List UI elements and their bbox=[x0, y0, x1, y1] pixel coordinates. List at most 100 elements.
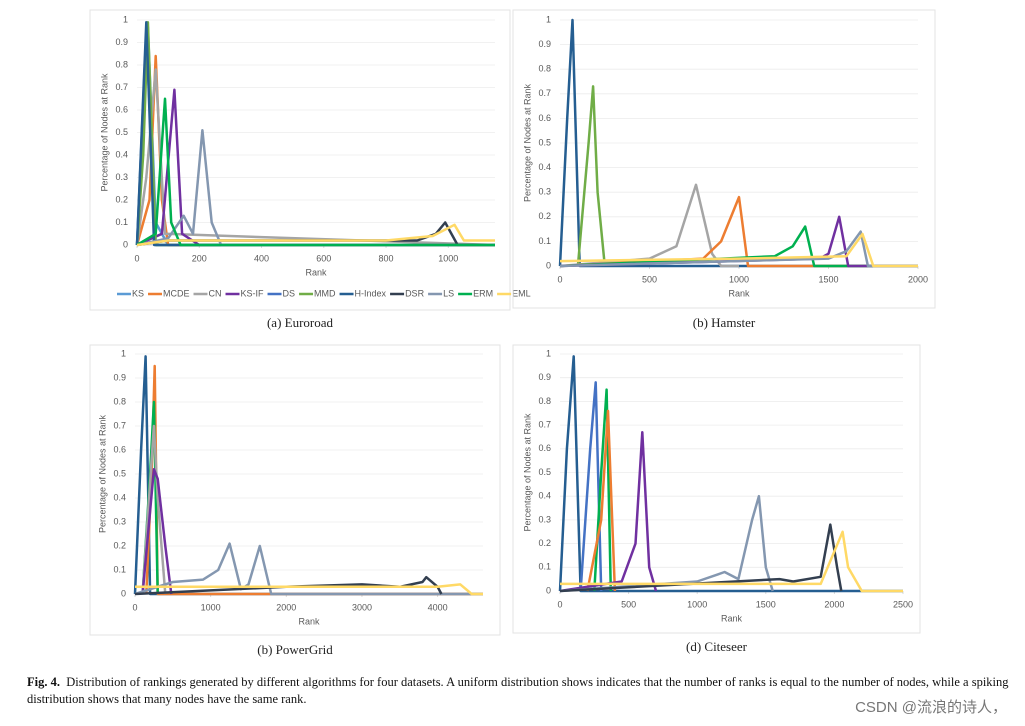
legend-label: KS-IF bbox=[241, 288, 265, 298]
y-tick-label: 0.7 bbox=[538, 419, 551, 429]
x-tick-label: 800 bbox=[379, 253, 394, 263]
legend-label: KS bbox=[132, 288, 144, 298]
legend-label: DS bbox=[283, 288, 296, 298]
series-line bbox=[558, 355, 903, 593]
panel-caption: (d) Citeseer bbox=[686, 639, 748, 654]
y-tick-label: 0.5 bbox=[113, 468, 126, 478]
y-tick-label: 0.8 bbox=[113, 396, 126, 406]
x-tick-label: 1000 bbox=[438, 253, 458, 263]
y-tick-label: 0.3 bbox=[538, 187, 551, 197]
x-tick-label: 600 bbox=[316, 253, 331, 263]
y-axis-label: Percentage of Nodes at Rank bbox=[522, 83, 532, 202]
x-axis-label: Rank bbox=[728, 288, 750, 298]
y-tick-label: 1 bbox=[546, 348, 551, 358]
y-tick-label: 0.8 bbox=[538, 64, 551, 74]
y-tick-label: 0.2 bbox=[113, 540, 126, 550]
series-line bbox=[135, 25, 495, 247]
y-tick-label: 0 bbox=[546, 260, 551, 270]
series-line bbox=[559, 232, 918, 268]
panel-frame bbox=[512, 344, 921, 634]
figure-caption-block: Fig. 4. Distribution of rankings generat… bbox=[27, 674, 1012, 708]
y-tick-label: 0.8 bbox=[538, 396, 551, 406]
y-tick-label: 0.1 bbox=[115, 217, 128, 227]
y-tick-label: 0.2 bbox=[538, 538, 551, 548]
x-tick-label: 4000 bbox=[428, 602, 448, 612]
panel-caption: (a) Euroroad bbox=[267, 315, 334, 330]
series-line bbox=[134, 542, 483, 596]
y-tick-label: 0.6 bbox=[538, 113, 551, 123]
series-line bbox=[586, 409, 617, 592]
y-tick-label: 0.1 bbox=[113, 564, 126, 574]
legend-label: DSR bbox=[405, 288, 425, 298]
series-line bbox=[133, 355, 483, 596]
x-tick-label: 500 bbox=[642, 274, 657, 284]
x-tick-label: 200 bbox=[192, 253, 207, 263]
x-tick-label: 0 bbox=[132, 602, 137, 612]
series-line bbox=[135, 54, 495, 247]
series-line bbox=[579, 381, 603, 592]
x-tick-label: 0 bbox=[557, 274, 562, 284]
legend-label: ERM bbox=[473, 288, 493, 298]
x-tick-label: 2500 bbox=[893, 599, 913, 609]
y-tick-label: 1 bbox=[123, 14, 128, 24]
y-tick-label: 0.8 bbox=[115, 59, 128, 69]
figure-label: Fig. 4. bbox=[27, 675, 60, 689]
y-axis-label: Percentage of Nodes at Rank bbox=[97, 414, 107, 533]
series-line bbox=[135, 21, 495, 247]
series-line bbox=[141, 467, 173, 595]
x-tick-label: 2000 bbox=[824, 599, 844, 609]
series-line bbox=[559, 183, 739, 268]
y-tick-label: 0.1 bbox=[538, 236, 551, 246]
y-tick-label: 0.6 bbox=[538, 443, 551, 453]
legend-label: CN bbox=[209, 288, 222, 298]
y-axis-label: Percentage of Nodes at Rank bbox=[522, 413, 532, 532]
y-tick-label: 0.9 bbox=[115, 37, 128, 47]
legend-label: MCDE bbox=[163, 288, 190, 298]
x-tick-label: 0 bbox=[557, 599, 562, 609]
panel-caption: (b) PowerGrid bbox=[257, 642, 333, 657]
legend-label: LS bbox=[443, 288, 454, 298]
x-tick-label: 1000 bbox=[687, 599, 707, 609]
y-tick-label: 1 bbox=[121, 348, 126, 358]
y-tick-label: 0.5 bbox=[538, 467, 551, 477]
y-tick-label: 0.2 bbox=[538, 211, 551, 221]
y-tick-label: 0.3 bbox=[113, 516, 126, 526]
x-tick-label: 2000 bbox=[908, 274, 928, 284]
y-tick-label: 0.9 bbox=[538, 39, 551, 49]
y-tick-label: 0.4 bbox=[538, 162, 551, 172]
y-axis-label: Percentage of Nodes at Rank bbox=[99, 73, 109, 192]
x-axis-label: Rank bbox=[298, 616, 320, 626]
panel-caption: (b) Hamster bbox=[693, 315, 756, 330]
y-tick-label: 0.2 bbox=[115, 194, 128, 204]
panel-frame bbox=[89, 9, 511, 311]
series-line bbox=[136, 88, 495, 247]
y-tick-label: 0 bbox=[546, 585, 551, 595]
series-line bbox=[141, 424, 167, 595]
series-line bbox=[135, 68, 496, 247]
y-tick-label: 0.6 bbox=[115, 104, 128, 114]
x-tick-label: 400 bbox=[254, 253, 269, 263]
x-tick-label: 1000 bbox=[201, 602, 221, 612]
legend-label: EML bbox=[512, 288, 531, 298]
series-line bbox=[136, 223, 495, 247]
x-axis-label: Rank bbox=[305, 267, 327, 277]
series-line bbox=[559, 494, 774, 593]
y-tick-label: 0.3 bbox=[115, 172, 128, 182]
series-line bbox=[135, 30, 495, 247]
y-tick-label: 0.9 bbox=[538, 372, 551, 382]
legend-label: H-Index bbox=[355, 288, 387, 298]
x-tick-label: 0 bbox=[134, 253, 139, 263]
series-line bbox=[576, 85, 607, 267]
y-tick-label: 0.5 bbox=[538, 137, 551, 147]
panel-frame bbox=[512, 9, 936, 309]
series-line bbox=[560, 530, 903, 593]
legend-label: MMD bbox=[314, 288, 336, 298]
x-tick-label: 1500 bbox=[818, 274, 838, 284]
y-tick-label: 0 bbox=[121, 588, 126, 598]
y-tick-label: 0.7 bbox=[113, 420, 126, 430]
figure-caption: Distribution of rankings generated by di… bbox=[27, 675, 1009, 706]
y-tick-label: 0.5 bbox=[115, 127, 128, 137]
series-line bbox=[145, 364, 483, 596]
